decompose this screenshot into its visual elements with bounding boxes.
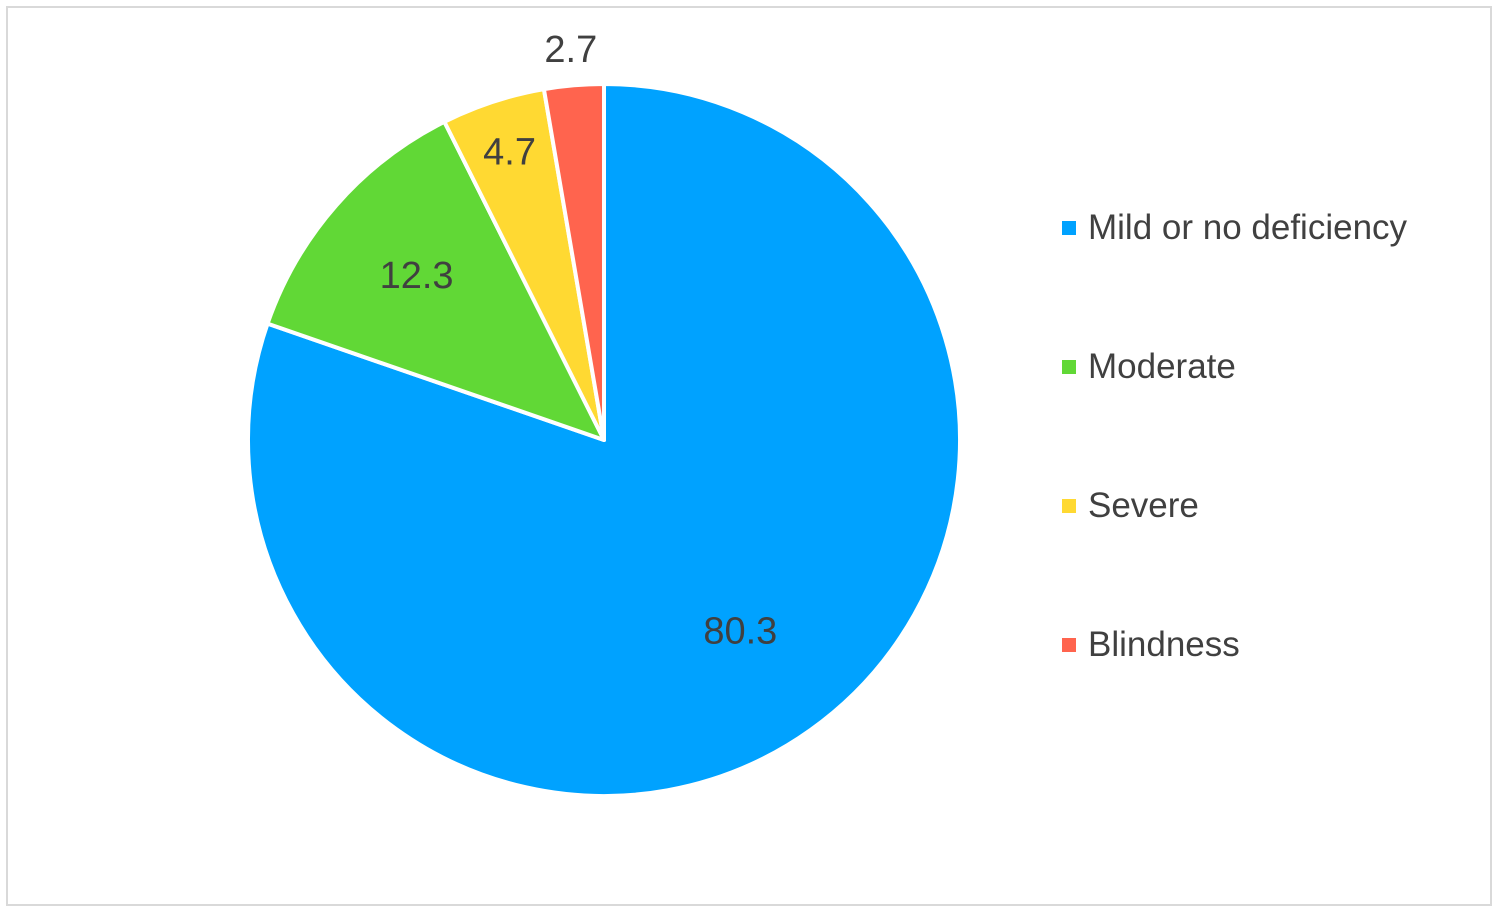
pie-data-labels: 80.3 12.3 4.7 2.7 xyxy=(380,29,778,653)
legend-item-blindness: Blindness xyxy=(1062,617,1407,673)
data-label-moderate: 12.3 xyxy=(380,255,454,297)
data-label-severe: 4.7 xyxy=(483,132,536,174)
legend-label: Moderate xyxy=(1088,347,1236,386)
legend-swatch xyxy=(1062,221,1076,235)
legend-swatch xyxy=(1062,638,1076,652)
legend-label: Severe xyxy=(1088,486,1199,525)
legend-item-severe: Severe xyxy=(1062,478,1407,534)
data-label-mild-or-no-deficiency: 80.3 xyxy=(703,610,777,652)
legend-label: Blindness xyxy=(1088,625,1240,664)
legend-item-moderate: Moderate xyxy=(1062,339,1407,395)
pie-slice-blindness xyxy=(541,82,606,442)
data-label-blindness: 2.7 xyxy=(544,29,597,71)
legend-swatch xyxy=(1062,499,1076,513)
pie-slices xyxy=(246,82,962,798)
pie-slice-moderate xyxy=(265,119,606,442)
chart-legend: Mild or no deficiency Moderate Severe Blind… xyxy=(1062,200,1407,756)
legend-swatch xyxy=(1062,360,1076,374)
legend-label: Mild or no deficiency xyxy=(1088,208,1408,247)
legend-item-mild-or-no-deficiency: Mild or no deficiency xyxy=(1062,200,1407,256)
